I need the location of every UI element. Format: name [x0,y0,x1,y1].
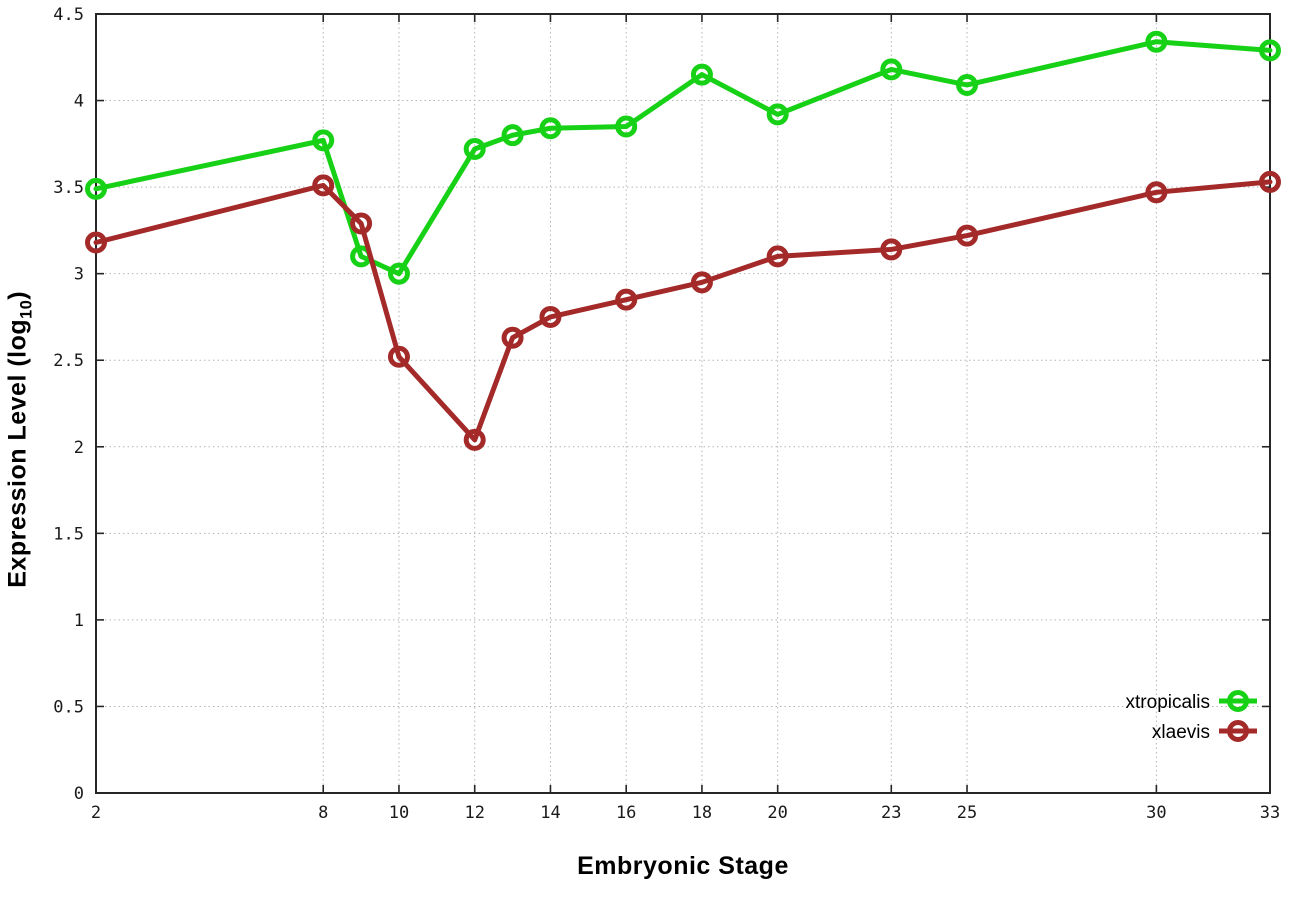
data-point-marker [85,231,107,254]
x-tick-label: 30 [1146,803,1166,823]
data-point-marker [1145,30,1168,53]
x-tick-label: 12 [464,803,484,823]
x-tick-label: 10 [389,803,409,823]
legend-label: xtropicalis [1126,692,1210,713]
y-tick-label: 4.5 [53,5,84,25]
data-point-marker [350,212,373,235]
legend-item-xlaevis: xlaevis [1152,720,1257,743]
x-axis-title-text: Embryonic Stage [577,852,789,880]
y-tick-label: 4 [74,92,84,112]
data-point-marker [1259,39,1281,62]
x-tick-label: 20 [767,803,787,823]
grid-lines [96,14,1270,793]
data-point-marker [880,58,903,81]
y-axis-title-suffix: ) [3,290,32,300]
y-tick-label: 3 [74,265,84,285]
x-tick-label: 18 [692,803,712,823]
x-tick-label: 33 [1260,803,1280,823]
data-point-marker [539,117,562,140]
y-axis-title: Expression Level (log10) [4,229,37,649]
data-point-marker [956,73,979,96]
series-xtropicalis [85,30,1281,285]
y-tick-label: 0.5 [53,697,84,717]
data-point-marker [615,288,638,311]
data-point-marker [501,326,524,349]
legend-label: xlaevis [1152,722,1210,743]
x-tick-label: 8 [318,803,328,823]
data-point-marker [539,305,562,328]
data-point-marker [1145,181,1168,204]
data-point-marker [880,238,903,261]
data-point-marker [312,174,335,197]
data-point-marker [690,63,713,86]
data-point-marker [387,345,410,368]
series-xlaevis [85,170,1281,451]
tick-marks [95,13,1271,794]
data-point-marker [463,428,486,451]
data-point-marker [1259,170,1281,193]
series-line [93,179,1273,443]
data-point-marker [501,124,524,147]
x-tick-label: 25 [957,803,977,823]
data-point-marker [463,138,486,161]
y-tick-label: 3.5 [53,178,84,198]
tick-labels: 2 8 10 12 14 16 18 20 23 25 30 33 0 0.5 1 1.5 2 2.5 3 3.5 4 4… [53,5,1280,823]
legend: xtropicalis xlaevis [1126,690,1257,743]
x-tick-label: 2 [91,803,101,823]
legend-item-xtropicalis: xtropicalis [1126,690,1257,713]
x-tick-label: 14 [540,803,560,823]
y-axis-title-subscript: 10 [17,299,36,319]
data-point-marker [690,271,713,294]
y-tick-label: 1.5 [53,524,84,544]
x-tick-label: 23 [881,803,901,823]
y-tick-label: 2 [74,438,84,458]
x-tick-label: 16 [616,803,636,823]
y-tick-label: 0 [74,784,84,804]
legend-sample-marker [1227,720,1249,742]
data-point-marker [615,115,638,138]
data-point-marker [312,129,335,152]
data-point-marker [956,224,979,247]
legend-sample-marker [1227,690,1249,712]
data-point-marker [766,103,789,126]
data-point-marker [387,262,410,285]
y-tick-label: 1 [74,611,84,631]
plot-border [95,13,1271,794]
y-axis-title-text: Expression Level (log [3,318,32,588]
data-point-marker [85,177,107,200]
y-tick-label: 2.5 [53,351,84,371]
x-axis-title: Embryonic Stage [96,852,1270,881]
data-point-marker [766,245,789,268]
series-line [93,39,1273,277]
